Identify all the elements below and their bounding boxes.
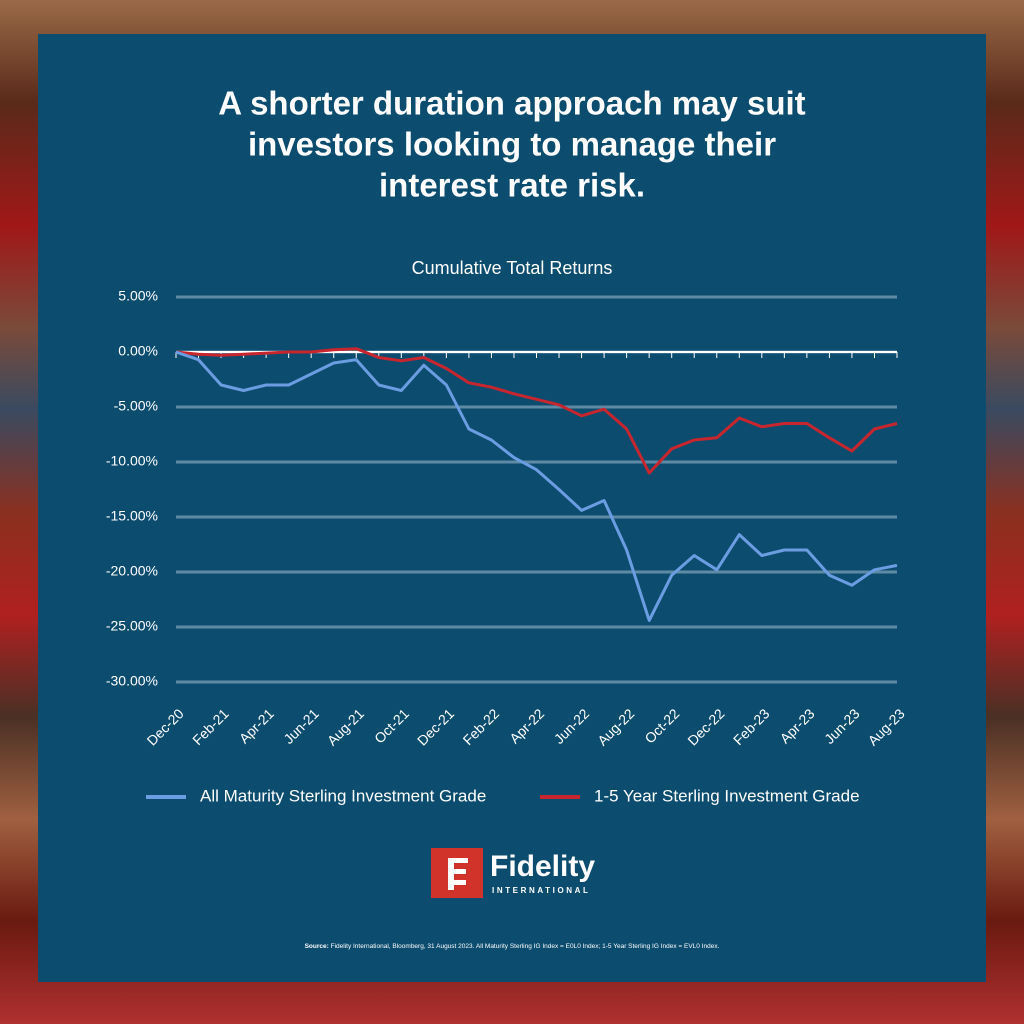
x-tick-label: Feb-21 (189, 705, 232, 748)
x-tick-label: Apr-21 (236, 705, 277, 746)
panel (38, 34, 986, 982)
x-tick-label: Feb-22 (459, 705, 502, 748)
x-tick-label: Aug-23 (864, 705, 907, 748)
logo-subtitle: INTERNATIONAL (492, 886, 591, 895)
logo-name: Fidelity (490, 850, 595, 883)
y-tick-label: -15.00% (106, 508, 158, 524)
x-tick-label: Oct-22 (641, 705, 682, 746)
headline: A shorter duration approach may suit (218, 85, 805, 122)
legend-label: 1-5 Year Sterling Investment Grade (594, 786, 860, 805)
y-tick-label: -5.00% (114, 398, 158, 414)
x-tick-label: Dec-20 (144, 705, 187, 748)
legend-label: All Maturity Sterling Investment Grade (200, 786, 486, 805)
y-tick-label: 5.00% (118, 288, 158, 304)
x-tick-label: Aug-22 (594, 705, 637, 748)
x-tick-label: Feb-23 (730, 705, 773, 748)
y-tick-label: 0.00% (118, 343, 158, 359)
x-tick-label: Jun-23 (821, 705, 863, 747)
headline: interest rate risk. (379, 167, 645, 204)
logo-glyph (448, 858, 468, 890)
y-tick-label: -25.00% (106, 618, 158, 634)
y-tick-label: -20.00% (106, 563, 158, 579)
source-text: Fidelity International, Bloomberg, 31 Au… (331, 943, 720, 950)
y-tick-label: -30.00% (106, 673, 158, 689)
x-tick-label: Jun-22 (551, 705, 593, 747)
x-tick-label: Apr-22 (506, 705, 547, 746)
chart-title: Cumulative Total Returns (412, 258, 613, 278)
x-tick-label: Dec-21 (414, 705, 457, 748)
series-line (175, 350, 898, 622)
x-tick-label: Aug-21 (324, 705, 367, 748)
source-label: Source: (305, 943, 329, 950)
y-tick-label: -10.00% (106, 453, 158, 469)
x-tick-label: Jun-21 (280, 705, 322, 747)
x-tick-label: Apr-23 (777, 705, 818, 746)
series-line (175, 347, 898, 475)
x-tick-label: Oct-21 (371, 705, 412, 746)
source: Source: Fidelity International, Bloomber… (305, 943, 720, 950)
headline: investors looking to manage their (248, 126, 776, 163)
x-tick-label: Dec-22 (684, 705, 727, 748)
